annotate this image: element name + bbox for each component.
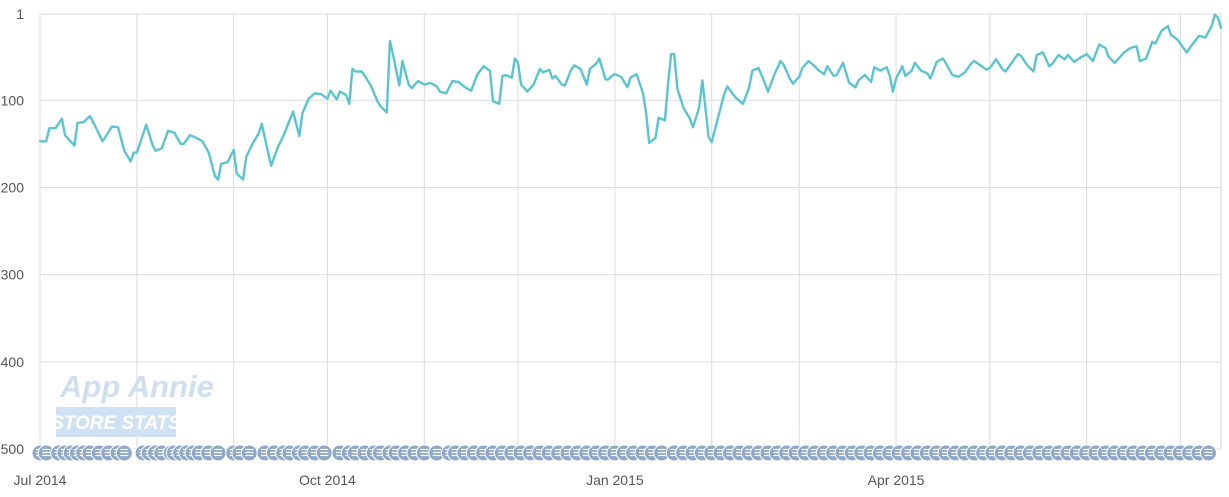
y-tick-label: 100 [1,92,25,108]
x-tick-label: Jul 2014 [14,472,67,488]
y-axis-ticks: 1 100 200 300 400 500 [1,6,25,457]
annotation-marker-icon [315,444,333,462]
y-tick-label: 400 [1,354,25,370]
watermark: App Annie STORE STATS [51,369,214,437]
watermark-line1: App Annie [59,369,214,404]
y-tick-label: 300 [1,267,25,283]
annotation-marker-icon [209,444,227,462]
series-line [38,13,1223,181]
x-axis-ticks: Jul 2014 Oct 2014 Jan 2015 Apr 2015 [14,472,925,488]
grid-layer [39,13,1222,450]
annotation-marker-icon [115,444,133,462]
y-tick-label: 1 [16,6,24,22]
y-tick-label: 500 [1,441,25,457]
annotation-marker-icon [1200,444,1218,462]
x-tick-label: Jan 2015 [586,472,644,488]
y-tick-label: 200 [1,179,25,195]
series-layer [38,13,1223,181]
annotation-marker-icon [240,444,258,462]
watermark-banner [56,407,176,437]
annotation-markers [31,444,1218,462]
annotation-marker-icon [428,444,446,462]
x-tick-label: Apr 2015 [868,472,925,488]
x-tick-label: Oct 2014 [299,472,356,488]
watermark-line2: STORE STATS [51,413,181,434]
annotation-marker-icon [653,444,671,462]
plot-area [39,13,1222,450]
